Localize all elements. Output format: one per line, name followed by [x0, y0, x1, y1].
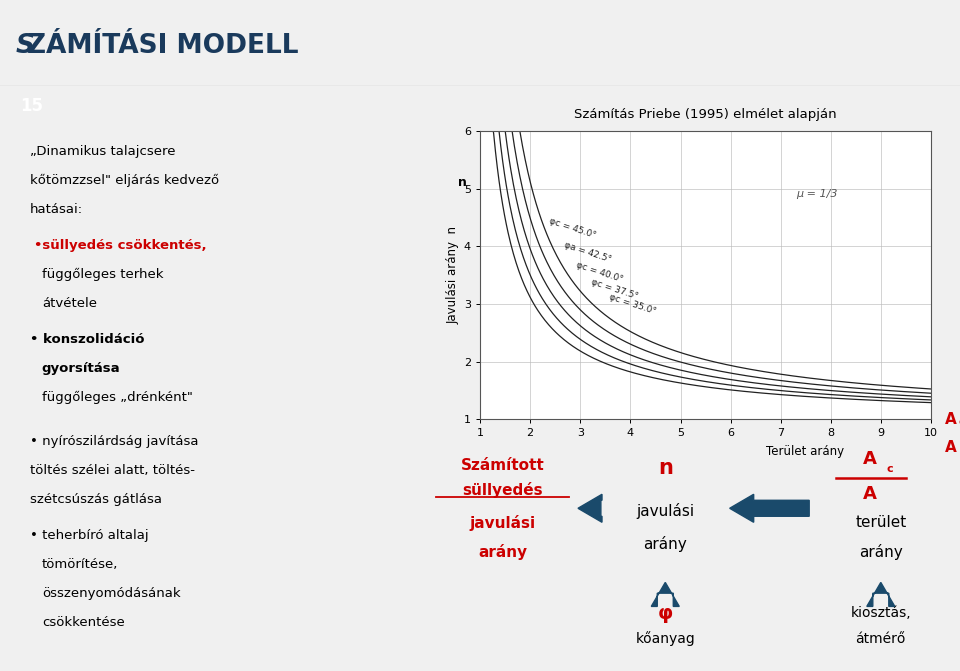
Text: c: c [958, 417, 960, 427]
Text: javulási: javulási [636, 503, 694, 519]
Y-axis label: Javulási arány  n: Javulási arány n [446, 226, 460, 324]
Text: Terület arány: Terület arány [766, 445, 844, 458]
Text: φc = 37.5°: φc = 37.5° [590, 278, 639, 301]
Text: A: A [945, 440, 956, 454]
Text: kiosztás,: kiosztás, [851, 607, 911, 620]
Text: S: S [15, 33, 35, 58]
Text: csökkentése: csökkentése [42, 615, 125, 629]
Text: •süllyedés csökkentés,: •süllyedés csökkentés, [34, 240, 206, 252]
Text: A: A [945, 413, 956, 427]
Text: φc = 45.0°: φc = 45.0° [547, 216, 597, 240]
Text: tömörítése,: tömörítése, [42, 558, 118, 571]
Text: φa = 42.5°: φa = 42.5° [563, 241, 612, 264]
Text: μ = 1/3: μ = 1/3 [796, 189, 837, 199]
FancyArrow shape [730, 495, 809, 522]
Text: arány: arány [478, 544, 527, 560]
Text: φ: φ [658, 604, 673, 623]
Text: hatásai:: hatásai: [30, 203, 83, 215]
Text: függőleges „drénként": függőleges „drénként" [42, 391, 193, 404]
Text: A: A [863, 450, 876, 468]
Text: Számított: Számított [461, 458, 544, 472]
Text: átvétele: átvétele [42, 297, 97, 310]
Text: • konszolidáció: • konszolidáció [30, 333, 144, 346]
Text: 15: 15 [20, 97, 42, 115]
Text: összenyomódásának: összenyomódásának [42, 587, 180, 600]
Text: n: n [658, 458, 673, 478]
Text: A: A [863, 485, 876, 503]
Text: javulási: javulási [469, 515, 536, 531]
Text: függőleges terhek: függőleges terhek [42, 268, 163, 281]
Text: • nyírószilárdság javítása: • nyírószilárdság javítása [30, 435, 198, 448]
Text: arány: arány [859, 544, 902, 560]
Text: szétcsúszás gátlása: szétcsúszás gátlása [30, 493, 161, 506]
FancyArrow shape [651, 582, 680, 607]
Text: • teherbíró altalaj: • teherbíró altalaj [30, 529, 148, 542]
Text: terület: terület [855, 515, 906, 530]
Text: süllyedés: süllyedés [463, 482, 542, 497]
Text: kőanyag: kőanyag [636, 631, 695, 646]
Text: gyorsítása: gyorsítása [42, 362, 120, 375]
Text: töltés szélei alatt, töltés-: töltés szélei alatt, töltés- [30, 464, 195, 477]
FancyArrow shape [867, 582, 895, 607]
Text: φc = 40.0°: φc = 40.0° [575, 260, 624, 284]
Text: arány: arány [643, 536, 687, 552]
Text: kőtömzzsel" eljárás kedvező: kőtömzzsel" eljárás kedvező [30, 174, 219, 187]
Text: „Dinamikus talajcsere: „Dinamikus talajcsere [30, 145, 175, 158]
Text: φc = 35.0°: φc = 35.0° [608, 292, 657, 316]
Text: Számítás Priebe (1995) elmélet alapján: Számítás Priebe (1995) elmélet alapján [574, 108, 837, 121]
Text: c: c [886, 464, 893, 474]
FancyArrow shape [578, 495, 602, 522]
Text: átmérő: átmérő [855, 631, 906, 646]
Text: ZÁMÍTÁSI MODELL: ZÁMÍTÁSI MODELL [27, 33, 299, 58]
Text: n: n [458, 176, 468, 189]
